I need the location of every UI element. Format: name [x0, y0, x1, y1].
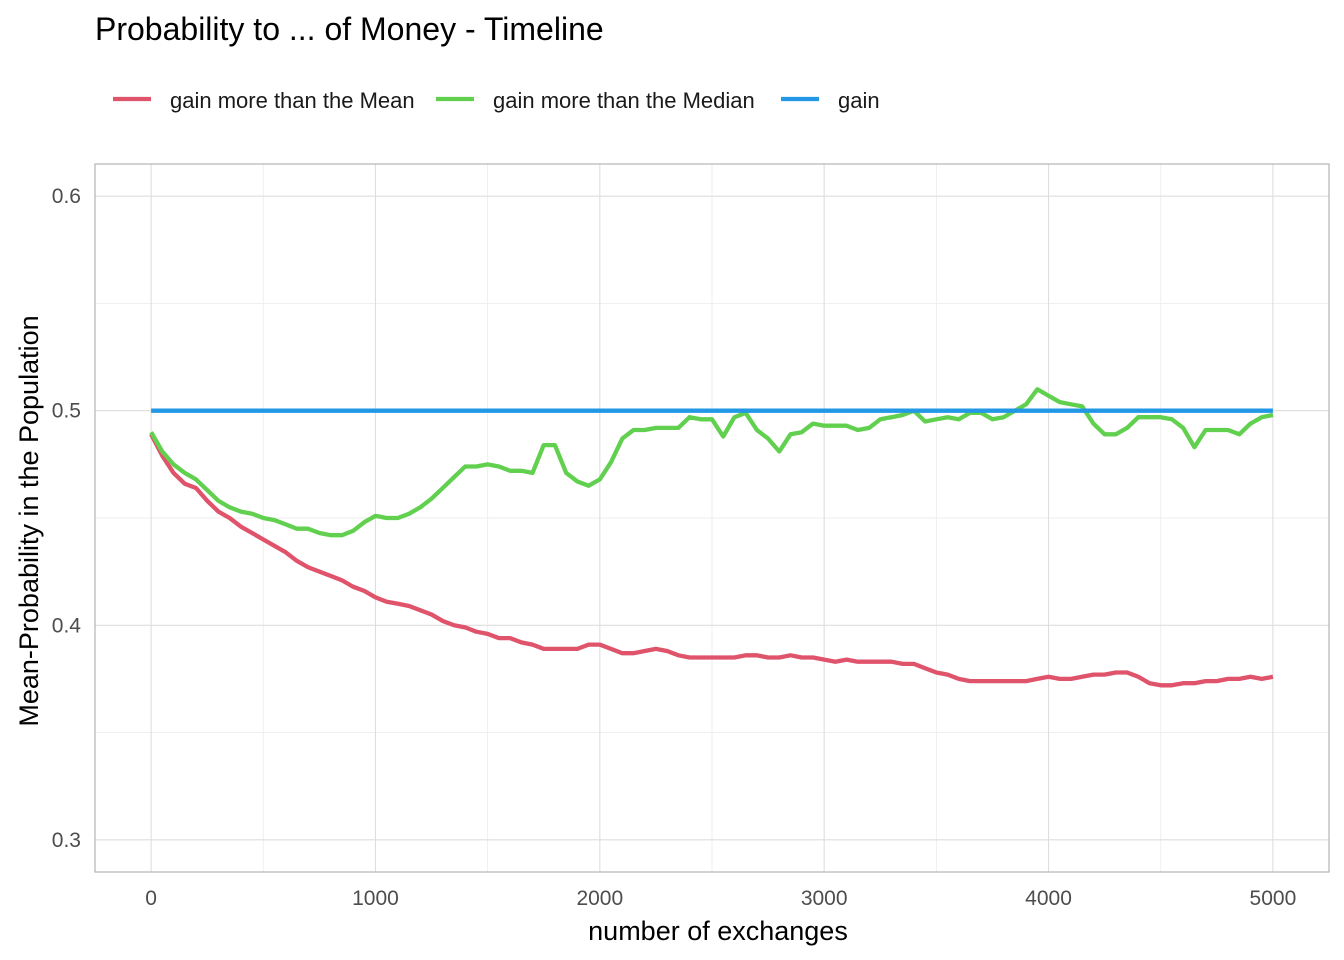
x-tick-label: 0 [145, 887, 157, 910]
x-tick-label: 2000 [576, 887, 623, 910]
legend-label-1: gain more than the Mean [170, 88, 415, 113]
y-tick-label: 0.5 [52, 400, 81, 423]
series-layer [149, 387, 1274, 688]
x-tick-label: 1000 [352, 887, 399, 910]
y-axis: 0.3 0.4 0.5 0.6 [52, 185, 82, 852]
y-tick-label: 0.3 [52, 829, 81, 852]
chart-title: Probability to ... of Money - Timeline [95, 11, 604, 47]
x-axis-title: number of exchanges [588, 916, 848, 946]
x-axis: 0 1000 2000 3000 4000 5000 [145, 887, 1296, 910]
legend-label-3: gain [838, 88, 880, 113]
x-tick-label: 3000 [801, 887, 848, 910]
series-line-1 [149, 433, 1274, 688]
x-tick-label: 5000 [1250, 887, 1297, 910]
y-axis-title: Mean-Probability in the Population [14, 315, 44, 726]
x-tick-label: 4000 [1025, 887, 1072, 910]
legend-label-2: gain more than the Median [493, 88, 755, 113]
legend: gain more than the Mean gain more than th… [113, 88, 880, 113]
y-tick-label: 0.4 [52, 614, 82, 637]
y-tick-label: 0.6 [52, 185, 81, 208]
panel-border [94, 163, 1330, 873]
grid-lines [95, 164, 1329, 872]
